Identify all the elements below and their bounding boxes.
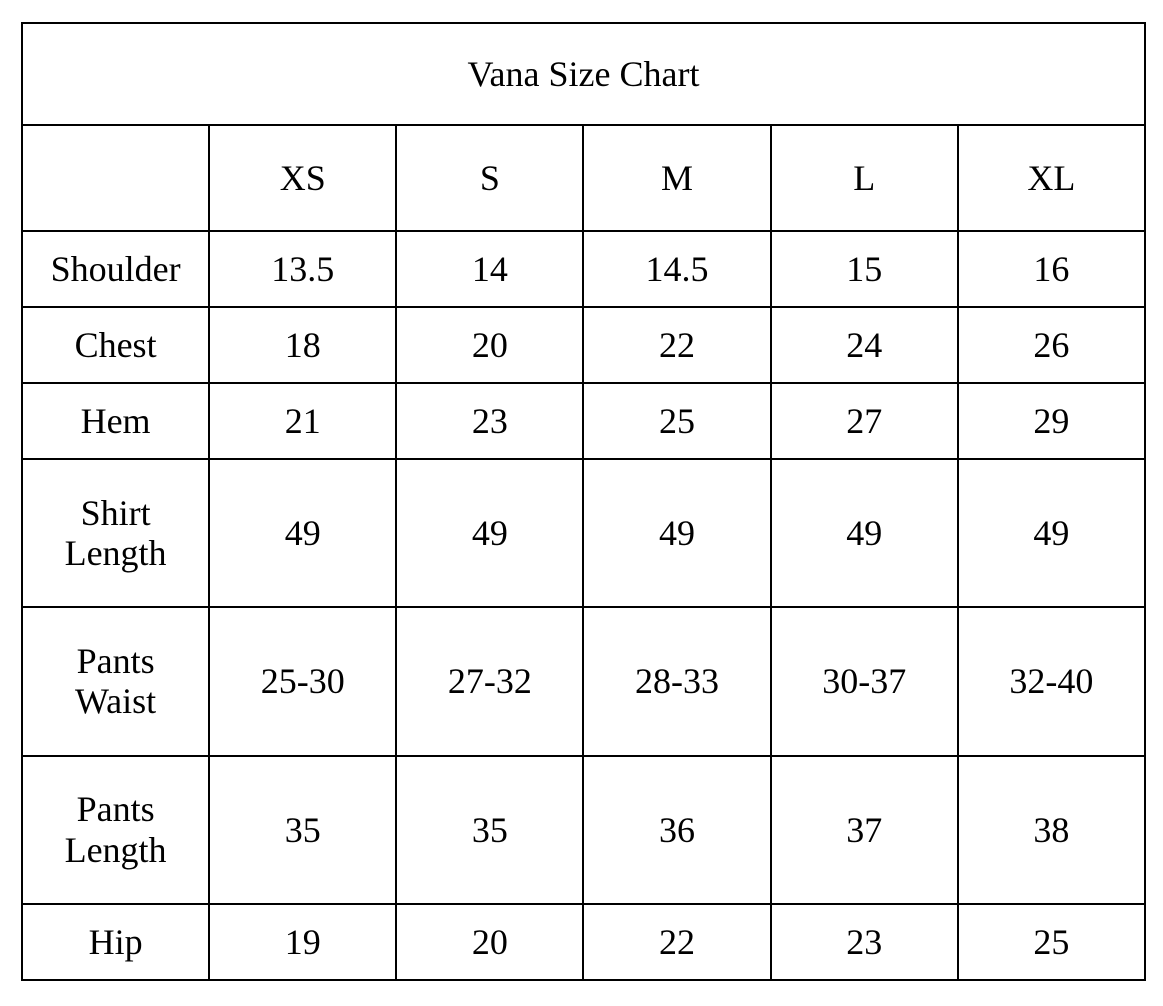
table-row-hip: Hip 19 20 22 23 25: [20, 902, 1147, 982]
cell-hem-xl: 29: [956, 381, 1147, 460]
table-row-chest: Chest 18 20 22 24 26: [20, 305, 1147, 384]
header-row: XS S M L XL: [20, 124, 1147, 232]
cell-shirt-length-xl: 49: [956, 457, 1147, 609]
column-header-s: S: [395, 124, 585, 232]
cell-pants-length-xs: 35: [208, 754, 398, 905]
cell-hip-s: 20: [395, 902, 585, 982]
cell-pants-length-xl: 38: [956, 754, 1147, 905]
cell-chest-m: 22: [582, 305, 772, 384]
row-label-shoulder: Shoulder: [20, 230, 211, 308]
size-chart-table: Vana Size Chart XS S M L XL Shoulder 13.…: [20, 22, 1147, 982]
row-label-hem: Hem: [20, 381, 211, 460]
table-row-pants-waist: Pants Waist 25-30 27-32 28-33 30-37 32-4…: [20, 606, 1147, 757]
cell-pants-waist-l: 30-37: [769, 606, 959, 757]
cell-hem-l: 27: [769, 381, 959, 460]
cell-chest-l: 24: [769, 305, 959, 384]
cell-hip-xs: 19: [208, 902, 398, 982]
cell-shirt-length-m: 49: [582, 457, 772, 609]
table-row-hem: Hem 21 23 25 27 29: [20, 381, 1147, 460]
cell-hip-xl: 25: [956, 902, 1147, 982]
row-label-pants-waist: Pants Waist: [20, 606, 211, 757]
column-header-m: M: [582, 124, 772, 232]
cell-pants-length-s: 35: [395, 754, 585, 905]
cell-shoulder-s: 14: [395, 230, 585, 308]
table-title: Vana Size Chart: [21, 22, 1146, 126]
cell-hip-l: 23: [769, 902, 959, 982]
row-label-pants-length: Pants Length: [20, 754, 211, 905]
cell-chest-xl: 26: [956, 305, 1147, 384]
row-label-hip: Hip: [20, 902, 211, 982]
row-label-shirt-length: Shirt Length: [20, 457, 211, 609]
column-header-l: L: [769, 124, 959, 232]
cell-shoulder-xl: 16: [956, 230, 1147, 308]
cell-shirt-length-l: 49: [769, 457, 959, 609]
cell-hem-xs: 21: [208, 381, 398, 460]
table-row-shoulder: Shoulder 13.5 14 14.5 15 16: [20, 230, 1147, 308]
cell-shirt-length-s: 49: [395, 457, 585, 609]
cell-hip-m: 22: [582, 902, 772, 982]
cell-chest-s: 20: [395, 305, 585, 384]
row-label-chest: Chest: [20, 305, 211, 384]
table-row-pants-length: Pants Length 35 35 36 37 38: [20, 754, 1147, 905]
cell-shirt-length-xs: 49: [208, 457, 398, 609]
column-header-xs: XS: [208, 124, 398, 232]
cell-pants-waist-xs: 25-30: [208, 606, 398, 757]
cell-shoulder-l: 15: [769, 230, 959, 308]
table-row-shirt-length: Shirt Length 49 49 49 49 49: [20, 457, 1147, 609]
cell-pants-waist-s: 27-32: [395, 606, 585, 757]
cell-pants-length-l: 37: [769, 754, 959, 905]
cell-hem-s: 23: [395, 381, 585, 460]
cell-shoulder-xs: 13.5: [208, 230, 398, 308]
cell-pants-waist-xl: 32-40: [956, 606, 1147, 757]
cell-shoulder-m: 14.5: [582, 230, 772, 308]
title-row: Vana Size Chart: [21, 22, 1146, 126]
corner-cell: [20, 124, 211, 232]
cell-pants-length-m: 36: [582, 754, 772, 905]
cell-hem-m: 25: [582, 381, 772, 460]
cell-chest-xs: 18: [208, 305, 398, 384]
column-header-xl: XL: [956, 124, 1147, 232]
cell-pants-waist-m: 28-33: [582, 606, 772, 757]
